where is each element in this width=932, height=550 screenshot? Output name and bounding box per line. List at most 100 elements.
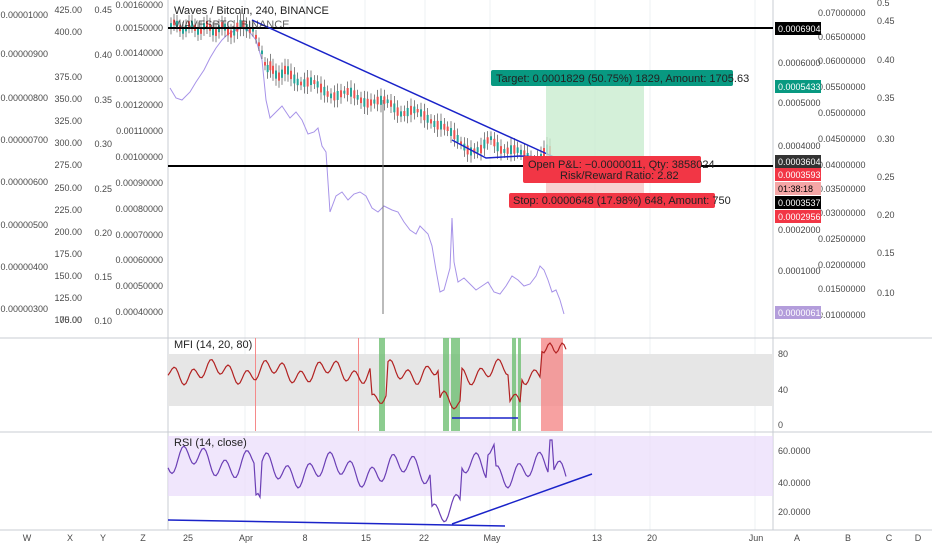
axis-letter: W xyxy=(23,533,32,543)
axis-tick-label: 0.40 xyxy=(877,55,895,65)
candle xyxy=(493,138,496,147)
bottom-right-labels[interactable]: A B C D xyxy=(794,533,922,543)
mfi-title: MFI (14, 20, 80) xyxy=(174,339,252,351)
price-axis-left-1[interactable]: 0.00001000 0.00000900 0.00000800 0.00000700… xyxy=(0,10,48,314)
candle xyxy=(306,77,309,87)
price-axis-right-3[interactable]: 0.5 0.45 0.40 0.35 0.30 0.25 0.20 0.15 0.10 xyxy=(877,0,895,298)
axis-letter: X xyxy=(67,533,73,543)
candle xyxy=(233,27,236,36)
svg-text:60.0000: 60.0000 xyxy=(778,446,811,456)
axis-tick-label: 0.00080000 xyxy=(115,204,163,214)
price-axis-left-3[interactable]: 0.45 0.40 0.35 0.30 0.25 0.20 0.15 0.10 xyxy=(94,5,112,326)
axis-tick-label: 0.03500000 xyxy=(818,184,866,194)
candle xyxy=(326,91,329,97)
axis-tick-label: 0.02000000 xyxy=(818,260,866,270)
stop-label[interactable]: Stop: 0.0000648 (17.98%) 648, Amount: 75… xyxy=(509,193,731,208)
candle xyxy=(390,100,392,107)
time-tick-label: 25 xyxy=(183,533,193,543)
price-tag-label: 0.0002000 xyxy=(778,225,821,235)
candle xyxy=(340,90,342,98)
candle xyxy=(376,96,379,105)
candle xyxy=(366,98,369,108)
candle xyxy=(264,61,266,66)
candle xyxy=(486,137,489,144)
candle xyxy=(350,87,352,97)
price-axis-left-2[interactable]: 425.00 400.00 375.00 350.00 325.00 300.00 275.… xyxy=(54,5,82,325)
price-tag-label: 0.0002956 xyxy=(778,212,821,222)
target-zone[interactable] xyxy=(546,84,644,162)
candle xyxy=(336,90,339,100)
candle xyxy=(490,136,492,141)
candle xyxy=(242,20,245,29)
mfi-highlights xyxy=(255,338,563,431)
bottom-left-labels[interactable]: W X Y Z xyxy=(23,533,147,543)
axis-tick-label: 0.00160000 xyxy=(115,0,163,10)
candle xyxy=(320,83,322,93)
candlesticks[interactable] xyxy=(170,12,551,171)
candle xyxy=(239,19,242,29)
axis-letter: D xyxy=(915,533,922,543)
time-axis[interactable]: 25 Apr 8 15 22 May 13 20 Jun xyxy=(183,533,763,543)
rsi-trendline-up[interactable] xyxy=(451,473,593,525)
candle xyxy=(476,147,479,153)
price-tags-right[interactable]: 0.0006904 0.0006000 0.0005433 0.0005000 0.00… xyxy=(775,22,826,319)
open-pnl-label[interactable]: Open P&L: −0.0000011, Qty: 3858024 Risk/… xyxy=(523,156,715,183)
candle xyxy=(313,80,316,85)
candle xyxy=(188,21,190,28)
price-axis-left-4[interactable]: 0.00160000 0.00150000 0.00140000 0.00130000… xyxy=(115,0,163,317)
mfi-band xyxy=(168,354,773,406)
trendline-upper[interactable] xyxy=(251,19,557,159)
candle xyxy=(278,72,280,81)
time-tick-label: 22 xyxy=(419,533,429,543)
axis-tick-label: 0.10 xyxy=(877,288,895,298)
axis-tick-label: 0.30 xyxy=(94,139,112,149)
rsi-axis[interactable]: 60.0000 40.0000 20.0000 xyxy=(778,446,811,517)
rsi-title: RSI (14, close) xyxy=(174,437,247,449)
price-tag-label: 0.0005000 xyxy=(778,98,821,108)
candle xyxy=(215,29,217,36)
candle xyxy=(287,66,289,75)
axis-tick-label: 0.01000000 xyxy=(818,310,866,320)
candle xyxy=(500,146,502,154)
axis-tick-label: 200.00 xyxy=(54,227,82,237)
price-tag xyxy=(775,182,821,195)
candle xyxy=(406,107,409,117)
axis-tick-label: 0.00000900 xyxy=(0,49,48,59)
candle xyxy=(272,65,274,74)
candle xyxy=(450,128,452,136)
price-tag xyxy=(775,306,821,319)
price-tag-label: 0.0006904 xyxy=(778,24,821,34)
price-tag xyxy=(775,80,821,93)
axis-tick-label: 0.40 xyxy=(94,50,112,60)
axis-tick-label: 0.00001000 xyxy=(0,10,48,20)
price-tag xyxy=(775,168,821,181)
candle xyxy=(473,148,476,154)
candle xyxy=(176,20,178,27)
axis-tick-label: 0.00000600 xyxy=(0,177,48,187)
mfi-axis[interactable]: 80 40 0 xyxy=(778,349,788,430)
axis-letter: A xyxy=(794,533,800,543)
axis-tick-label: 0.00140000 xyxy=(115,48,163,58)
candle xyxy=(496,142,499,152)
axis-tick-label: 0.00070000 xyxy=(115,230,163,240)
axis-tick-label: 325.00 xyxy=(54,116,82,126)
axis-tick-label: 0.35 xyxy=(94,95,112,105)
target-label[interactable]: Target: 0.0001829 (50.75%) 1829, Amount:… xyxy=(491,70,749,86)
candle xyxy=(173,19,175,26)
axis-tick-label: 0.04000000 xyxy=(818,160,866,170)
axis-tick-label: 0.30 xyxy=(877,134,895,144)
axis-letter: C xyxy=(886,533,893,543)
candle xyxy=(440,120,442,130)
axis-letter: Y xyxy=(100,533,106,543)
price-axis-right-2[interactable]: 0.07000000 0.06500000 0.06000000 0.05500000… xyxy=(818,8,866,320)
axis-tick-label: 425.00 xyxy=(54,5,82,15)
price-tag-label: 01:38:18 xyxy=(778,184,813,194)
candle xyxy=(290,70,292,80)
axis-tick-label: 125.00 xyxy=(54,293,82,303)
axis-letter: B xyxy=(845,533,851,543)
axis-tick-label: 0.45 xyxy=(94,5,112,15)
axis-tick-label: 0.05500000 xyxy=(818,82,866,92)
rsi-trendline-low[interactable] xyxy=(167,519,506,527)
candle xyxy=(423,111,426,121)
